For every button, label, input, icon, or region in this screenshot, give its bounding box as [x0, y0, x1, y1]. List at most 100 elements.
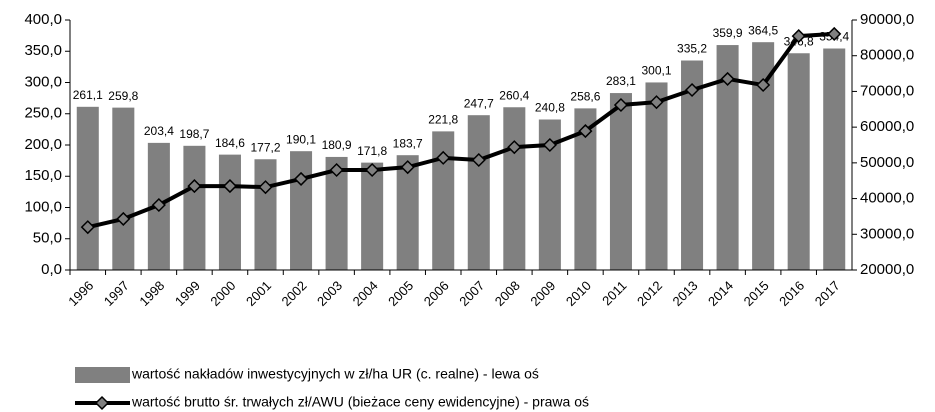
legend-marker [94, 395, 110, 411]
y2-tick-label: 30000,0 [860, 225, 914, 242]
legend-swatch [75, 367, 130, 383]
x-tick-label: 2003 [314, 278, 345, 309]
y-tick-label: 100,0 [24, 198, 62, 215]
x-tick-label: 2014 [705, 278, 736, 309]
x-tick-label: 2008 [492, 278, 523, 309]
value-label: 177,2 [250, 140, 280, 154]
marker [649, 95, 664, 110]
marker [507, 140, 522, 155]
bar [609, 93, 632, 270]
x-tick-label: 2004 [350, 278, 381, 309]
y2-tick-label: 70000,0 [860, 82, 914, 99]
value-label: 190,1 [286, 132, 316, 146]
marker [578, 124, 593, 139]
marker [542, 137, 557, 153]
value-label: 364,5 [748, 23, 778, 37]
value-label: 240,8 [535, 101, 565, 115]
bar [787, 53, 810, 270]
value-label: 183,7 [393, 136, 423, 150]
marker [684, 82, 700, 98]
x-tick-label: 1998 [136, 278, 167, 309]
bar [76, 106, 99, 270]
marker [791, 29, 806, 44]
bar [681, 60, 704, 270]
x-tick-label: 2005 [385, 278, 416, 309]
value-label: 260,4 [499, 88, 529, 102]
marker [187, 179, 202, 194]
x-tick-label: 2017 [812, 278, 843, 309]
value-label: 171,8 [357, 144, 387, 158]
bar [254, 159, 277, 270]
legend-label: wartość brutto śr. trwałych zł/AWU (bież… [131, 394, 589, 410]
value-label: 247,7 [464, 96, 494, 110]
marker [222, 179, 238, 194]
bar [538, 119, 561, 270]
bar [183, 145, 206, 270]
bar [290, 151, 313, 270]
y-tick-label: 200,0 [24, 136, 62, 153]
bar [396, 155, 419, 270]
y2-tick-label: 50000,0 [860, 154, 914, 171]
bar [361, 162, 384, 270]
value-label: 221,8 [428, 113, 458, 127]
bar [503, 107, 526, 270]
y-tick-label: 0,0 [41, 261, 62, 278]
value-label: 300,1 [641, 64, 671, 78]
y-tick-label: 400,0 [24, 11, 62, 28]
y-tick-label: 250,0 [24, 105, 62, 122]
marker [80, 220, 95, 235]
bar [574, 108, 597, 270]
x-tick-label: 2010 [563, 278, 594, 309]
y-tick-label: 350,0 [24, 42, 62, 59]
value-label: 198,7 [179, 127, 209, 141]
x-tick-label: 1997 [101, 278, 132, 309]
marker [400, 160, 415, 175]
bar [823, 48, 846, 270]
x-tick-label: 1996 [65, 278, 96, 309]
value-label: 261,1 [73, 88, 103, 102]
y2-tick-label: 20000,0 [860, 261, 914, 278]
x-tick-label: 2015 [741, 278, 772, 309]
x-tick-label: 2002 [279, 278, 310, 309]
value-label: 335,2 [677, 42, 707, 56]
marker [329, 162, 344, 178]
marker [613, 97, 629, 113]
x-tick-label: 2001 [243, 278, 274, 309]
marker [471, 152, 486, 168]
marker [827, 26, 842, 41]
y2-tick-label: 90000,0 [860, 11, 914, 28]
x-tick-label: 2007 [456, 278, 487, 309]
value-label: 258,6 [570, 90, 600, 104]
y-tick-label: 300,0 [24, 73, 62, 90]
value-label: 283,1 [606, 74, 636, 88]
x-tick-label: 2009 [527, 278, 558, 309]
value-label: 184,6 [215, 136, 245, 150]
bar [325, 156, 348, 270]
marker [258, 180, 273, 195]
y-tick-label: 150,0 [24, 167, 62, 184]
value-label: 203,4 [144, 124, 174, 138]
y2-tick-label: 40000,0 [860, 190, 914, 207]
x-tick-label: 1999 [172, 278, 203, 309]
marker [720, 71, 735, 86]
marker [436, 150, 451, 165]
x-tick-label: 2013 [670, 278, 701, 309]
marker [293, 171, 309, 186]
bar [112, 107, 135, 270]
y-tick-label: 50,0 [33, 230, 62, 247]
bar [645, 82, 668, 270]
bar [218, 154, 241, 270]
x-tick-label: 2012 [634, 278, 665, 309]
legend-label: wartość nakładów inwestycyjnych w zł/ha … [131, 366, 539, 382]
marker [365, 162, 380, 178]
bar [432, 131, 455, 270]
value-label: 259,8 [108, 89, 138, 103]
marker [151, 197, 166, 213]
bar [716, 45, 739, 270]
x-tick-label: 2011 [599, 278, 629, 308]
x-tick-label: 2016 [776, 278, 807, 309]
marker [116, 211, 131, 226]
line [87, 31, 835, 230]
